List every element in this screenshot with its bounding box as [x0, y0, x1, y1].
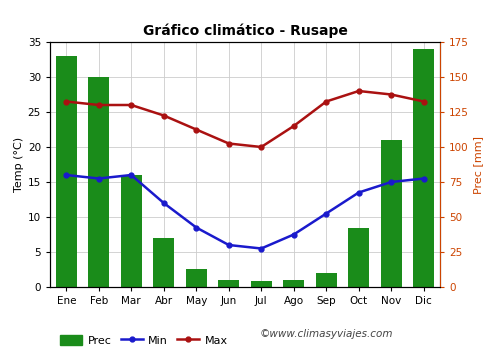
Bar: [380, 140, 402, 287]
Bar: [348, 228, 370, 287]
Bar: [186, 269, 207, 287]
Bar: [218, 280, 240, 287]
Bar: [56, 56, 77, 287]
Bar: [88, 77, 110, 287]
Bar: [283, 280, 304, 287]
Legend: Prec, Min, Max: Prec, Min, Max: [56, 330, 233, 350]
Title: Gráfico climático - Rusape: Gráfico climático - Rusape: [142, 23, 348, 38]
Text: ©www.climasyviajes.com: ©www.climasyviajes.com: [260, 329, 394, 339]
Bar: [250, 281, 272, 287]
Y-axis label: Prec [mm]: Prec [mm]: [473, 135, 483, 194]
Y-axis label: Temp (°C): Temp (°C): [14, 137, 24, 192]
Bar: [120, 175, 142, 287]
Bar: [316, 273, 337, 287]
Bar: [413, 49, 434, 287]
Bar: [153, 238, 174, 287]
